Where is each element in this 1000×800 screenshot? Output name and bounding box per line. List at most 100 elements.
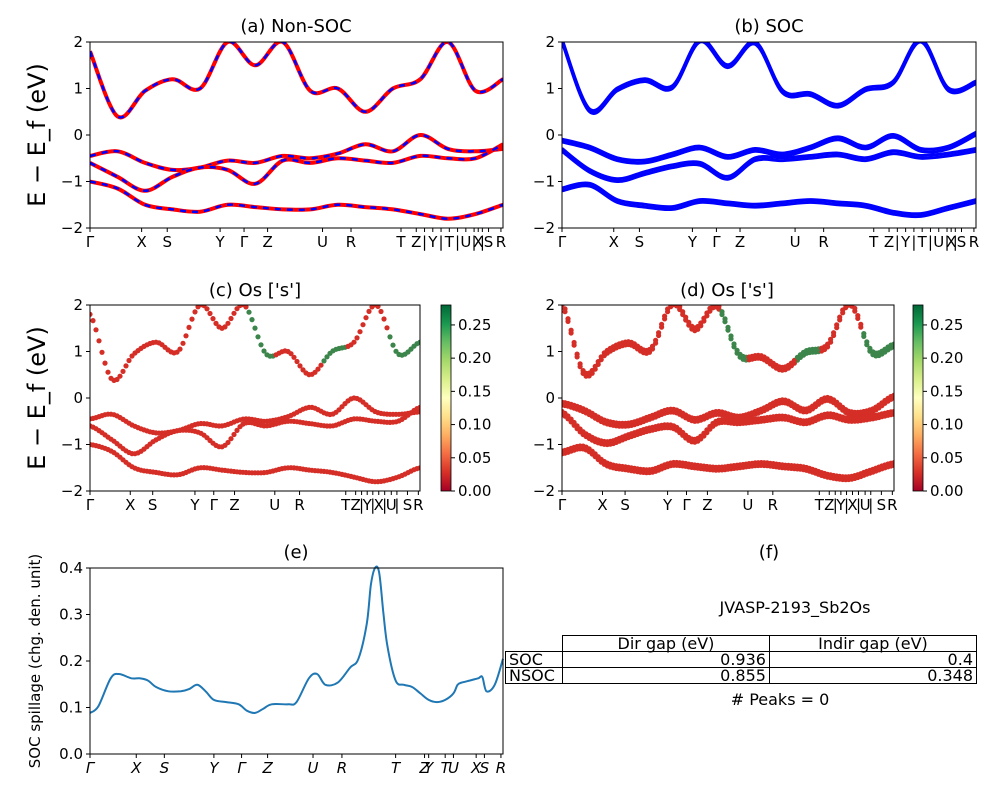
dir-gap-header: Dir gap (eV)	[561, 635, 770, 652]
colorbar-tick-label: 0.10	[930, 416, 963, 434]
band-point	[189, 316, 195, 322]
x-tick-label: U	[933, 233, 944, 251]
x-tick-label: T	[814, 496, 825, 514]
panel-f-title: (f)	[759, 542, 779, 563]
x-tick-label: Z	[262, 233, 272, 251]
band-point	[387, 334, 393, 340]
band-line	[90, 142, 503, 193]
x-tick-label: S	[148, 496, 158, 514]
panel-b-bands	[562, 42, 976, 219]
x-tick-label: |	[455, 233, 460, 251]
x-tick-label: |	[911, 233, 916, 251]
x-tick-label: U	[308, 759, 319, 777]
x-tick-label: Z	[735, 233, 745, 251]
band-point	[562, 306, 568, 312]
panel-c-projected-bands	[90, 305, 420, 485]
panel-c-ticks: 210−1−2Γ X S Y Γ Z U R T Z|Y|X|U| S R	[61, 296, 424, 514]
band-point	[834, 322, 840, 328]
x-tick-label: R	[969, 233, 979, 251]
x-tick-label: Y	[209, 759, 220, 777]
band-point	[846, 300, 851, 305]
band-point	[381, 316, 387, 322]
band-point	[246, 309, 252, 315]
band-point	[99, 349, 105, 355]
band-point	[668, 305, 674, 307]
panel-e-axes	[89, 567, 504, 755]
colorbar-tick-label: 0.25	[458, 316, 491, 334]
x-tick-label: R	[294, 496, 304, 514]
band-point	[852, 305, 858, 311]
table-row: SOC 0.936 0.4	[505, 651, 978, 668]
band-point	[595, 359, 601, 365]
band-point	[722, 316, 728, 322]
indir-gap-header: Indir gap (eV)	[768, 635, 978, 652]
colorbar-tick-label: 0.15	[930, 382, 963, 400]
band-point	[315, 366, 321, 372]
x-tick-label: R	[768, 496, 778, 514]
band-point	[366, 308, 372, 314]
x-tick-label: Z	[702, 496, 712, 514]
x-tick-label: Γ	[682, 496, 691, 514]
band-point	[261, 348, 267, 354]
x-tick-label: Γ	[558, 233, 567, 251]
band-point	[568, 327, 574, 333]
band-point	[207, 310, 213, 317]
peaks-count: # Peaks = 0	[730, 690, 830, 709]
x-tick-label: |	[895, 233, 900, 251]
y-tick-label: −2	[61, 482, 83, 500]
y-tick-label: 0.0	[59, 745, 83, 763]
band-line	[562, 133, 976, 165]
x-tick-label: T	[441, 759, 452, 777]
x-tick-label: U	[448, 759, 459, 777]
x-tick-label: |	[928, 233, 933, 251]
x-tick-label: T	[391, 759, 402, 777]
x-tick-label: |	[422, 233, 427, 251]
band-point	[417, 339, 420, 345]
band-point	[225, 320, 231, 326]
panel-a-ticks: 210−1−2Γ X S Y Γ Z U R T Z | Y | T | U |X|S R	[61, 33, 506, 251]
x-tick-label: U	[460, 233, 471, 251]
band-point	[589, 367, 595, 374]
band-point	[653, 337, 659, 343]
x-tick-label: Γ	[558, 496, 567, 514]
x-tick-label: |	[844, 496, 849, 514]
panel-a-title: (a) Non-SOC	[240, 16, 351, 37]
x-tick-label: Z	[418, 759, 430, 777]
y-tick-label: 0.3	[59, 606, 83, 624]
band-point	[571, 339, 577, 346]
band-point	[855, 313, 861, 319]
y-tick-label: −1	[61, 173, 83, 191]
band-point	[701, 430, 707, 436]
x-tick-label: Y	[215, 233, 226, 251]
band-point	[255, 334, 261, 340]
y-tick-label: 2	[545, 296, 555, 314]
x-tick-label: T	[917, 233, 928, 251]
band-line	[562, 149, 976, 184]
x-tick-label: |	[472, 233, 477, 251]
band-point	[728, 333, 734, 339]
band-point	[297, 363, 303, 369]
y-tick-label: −2	[533, 482, 555, 500]
x-tick-label: T	[868, 233, 879, 251]
band-point	[126, 357, 132, 364]
table-header-row: Dir gap (eV) Indir gap (eV)	[506, 635, 978, 652]
panel-a-bands	[90, 42, 503, 221]
band-point	[571, 419, 577, 426]
x-tick-label: U	[860, 496, 871, 514]
colorbar-tick-label: 0.20	[930, 349, 963, 367]
x-tick-label: |	[439, 233, 444, 251]
band-line-dash	[90, 133, 503, 172]
x-tick-label: R	[887, 496, 897, 514]
band-point	[716, 305, 722, 309]
band-point	[102, 360, 108, 366]
x-tick-label: Γ	[210, 496, 219, 514]
x-tick-label: Y	[687, 233, 698, 251]
band-point	[592, 363, 598, 369]
panel-c-colorbar	[440, 304, 452, 492]
band-point	[228, 315, 234, 322]
y-tick-label: 0.1	[59, 699, 83, 717]
band-point	[222, 324, 228, 330]
band-point	[864, 339, 870, 345]
panel-c-axes	[89, 304, 421, 492]
